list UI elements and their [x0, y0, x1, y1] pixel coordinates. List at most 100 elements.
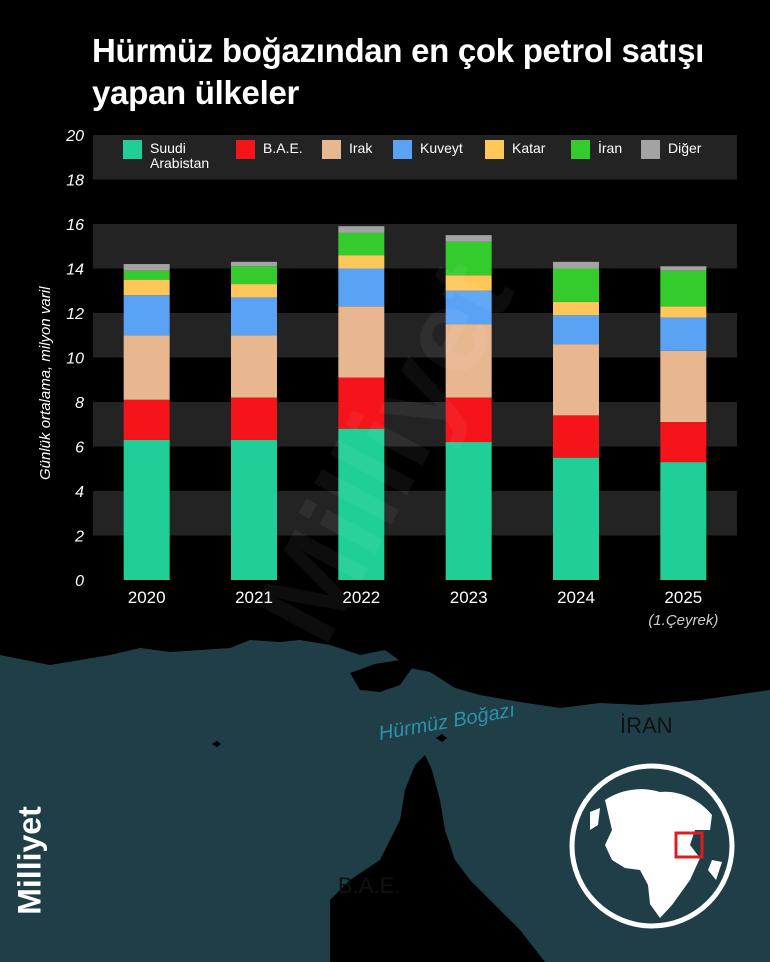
legend-label: Diğer — [668, 140, 702, 156]
bar-segment — [660, 270, 707, 307]
island-small — [436, 734, 447, 742]
bar-segment — [338, 232, 385, 256]
bar-segment — [553, 268, 599, 302]
y-axis-label: Günlük ortalama, milyon varil — [37, 286, 54, 480]
x-tick-label: 2024 — [557, 588, 595, 607]
grid-band — [93, 491, 737, 536]
bar-segment — [338, 255, 385, 269]
legend-swatch — [322, 140, 341, 159]
chart-bands — [93, 135, 737, 580]
locator-globe — [569, 763, 735, 929]
y-tick-label: 18 — [66, 173, 84, 190]
bar-segment — [660, 306, 707, 318]
x-axis-ticks: 2020 2021 2022 2023 2024 2025 (1.Çeyrek) — [128, 588, 719, 629]
legend-label: Suudi Arabistan — [150, 140, 209, 171]
bar-segment — [338, 428, 385, 580]
y-tick-label: 16 — [66, 217, 84, 234]
bar-segment — [338, 306, 385, 378]
bar-segment — [123, 264, 170, 271]
page-title: Hürmüz boğazından en çok petrol satışı y… — [92, 32, 705, 111]
legend-swatch — [393, 140, 412, 159]
grid-band — [93, 357, 737, 402]
legend: Suudi Arabistan B.A.E. Irak Kuveyt Katar İran D… — [123, 139, 702, 171]
bar-segment — [445, 275, 492, 291]
legend-swatch — [571, 140, 590, 159]
bar-segment — [553, 301, 599, 316]
bar-segment — [553, 315, 599, 345]
grid-band — [93, 224, 737, 269]
x-tick-label: 2023 — [450, 588, 488, 607]
bar-segment — [231, 284, 277, 298]
bar-segment — [123, 439, 170, 580]
bar-segment — [445, 241, 492, 276]
island-small-2 — [212, 741, 221, 747]
legend-label: İran — [598, 139, 622, 156]
grid-band — [93, 268, 737, 313]
bar-segment — [338, 226, 385, 233]
grid-band — [93, 313, 737, 358]
bar-segment — [231, 335, 277, 398]
x-tick-label: 2022 — [342, 588, 380, 607]
x-tick-label: 2020 — [128, 588, 166, 607]
bar-segment — [123, 279, 170, 296]
bar-segment — [553, 261, 599, 269]
legend-label: B.A.E. — [263, 140, 303, 156]
bar-segment — [123, 295, 170, 336]
y-tick-label: 6 — [75, 440, 84, 457]
bar-segment — [660, 317, 707, 351]
bar-segment — [231, 297, 277, 336]
grid-band — [93, 446, 737, 491]
y-tick-label: 2 — [74, 529, 84, 546]
bar-segment — [123, 335, 170, 400]
legend-swatch — [236, 140, 255, 159]
grid-band — [93, 535, 737, 580]
y-tick-label: 4 — [75, 484, 84, 501]
x-tick-label: 2021 — [235, 588, 273, 607]
bar-segment — [660, 422, 707, 463]
bar-segment — [445, 290, 492, 325]
bar-segment — [553, 415, 599, 458]
bar-segment — [553, 344, 599, 416]
legend-label: Irak — [349, 140, 373, 156]
bar-segment — [123, 270, 170, 280]
uae-oman-landmass — [330, 755, 545, 962]
bar-segment — [660, 350, 707, 423]
grid-band — [93, 402, 737, 447]
bar-segment — [231, 397, 277, 440]
bar-segment — [553, 457, 599, 580]
legend-label: Kuveyt — [420, 140, 463, 156]
bar-segment — [445, 324, 492, 398]
bar-segment — [660, 462, 707, 580]
y-tick-label: 0 — [75, 573, 84, 590]
legend-swatch — [485, 140, 504, 159]
y-tick-label: 20 — [65, 128, 84, 145]
map-label-uae: B.A.E. — [338, 873, 400, 898]
grid-band — [93, 179, 737, 224]
bar-segment — [338, 268, 385, 307]
brand-logo: Milliyet — [11, 806, 48, 915]
bar-segment — [445, 235, 492, 242]
bar-segment — [231, 439, 277, 580]
bar-segment — [231, 266, 277, 285]
locator-marker — [674, 831, 704, 859]
legend-swatch — [123, 140, 142, 159]
bar-segment — [660, 266, 707, 271]
y-tick-label: 8 — [75, 395, 84, 412]
y-tick-label: 14 — [66, 262, 84, 279]
legend-label: Katar — [512, 140, 546, 156]
bars — [123, 226, 707, 580]
bar-segment — [445, 397, 492, 443]
x-tick-label: 2025 — [664, 588, 702, 607]
bar-segment — [231, 261, 277, 267]
y-axis-ticks: 0 2 4 6 8 10 12 14 16 18 20 — [65, 128, 84, 590]
map-label-iran: İRAN — [620, 713, 673, 738]
iran-landmass — [0, 600, 770, 708]
island-qeshm — [350, 660, 412, 692]
grid-band — [93, 135, 737, 180]
y-tick-label: 12 — [66, 306, 84, 323]
bar-segment — [445, 442, 492, 580]
bar-segment — [123, 399, 170, 440]
bar-segment — [338, 377, 385, 429]
